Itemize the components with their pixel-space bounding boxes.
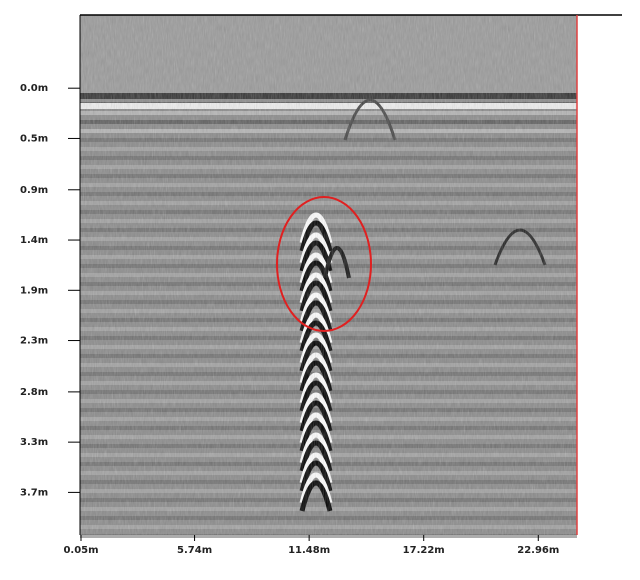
y-tick-label: 3.7m <box>20 487 48 498</box>
y-tick-label: 1.4m <box>20 235 48 246</box>
x-tick-label: 22.96m <box>517 545 559 556</box>
y-tick-label: 2.8m <box>20 387 48 398</box>
y-tick-label: 3.3m <box>20 437 48 448</box>
scan-noise <box>80 15 577 535</box>
x-tick-label: 5.74m <box>177 545 212 556</box>
x-tick-label: 17.22m <box>403 545 445 556</box>
y-tick-label: 0.9m <box>20 185 48 196</box>
y-tick-label: 1.9m <box>20 285 48 296</box>
y-tick-label: 2.3m <box>20 336 48 347</box>
x-tick-label: 11.48m <box>288 545 330 556</box>
y-tick-label: 0.0m <box>20 83 48 94</box>
target-highlight <box>276 196 372 332</box>
y-tick-label: 0.5m <box>20 133 48 144</box>
x-tick-label: 0.05m <box>63 545 98 556</box>
band <box>80 534 577 538</box>
